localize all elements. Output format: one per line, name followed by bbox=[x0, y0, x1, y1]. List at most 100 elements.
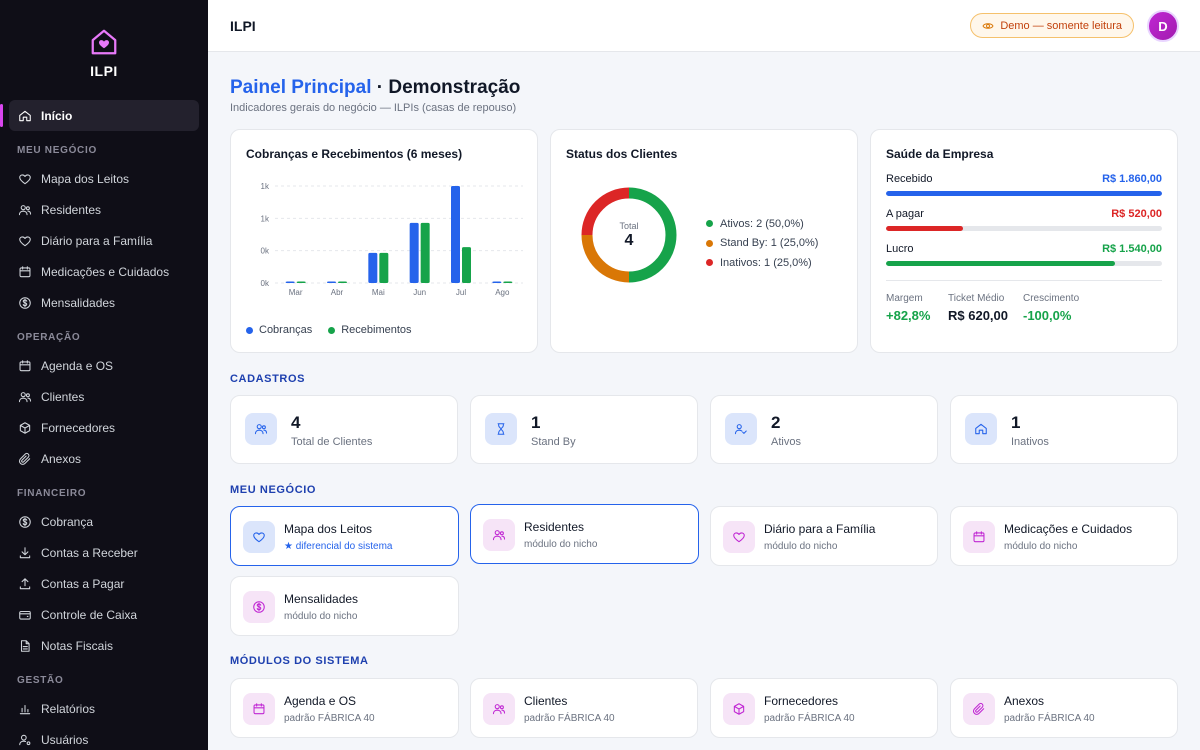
sidebar-item-medicacoes-e-cuidados[interactable]: Medicações e Cuidados bbox=[9, 256, 199, 287]
metric-value: R$ 620,00 bbox=[948, 308, 1008, 323]
module-card-mensalidades[interactable]: Mensalidades módulo do nicho bbox=[230, 576, 459, 636]
user-check-icon bbox=[725, 413, 757, 445]
sidebar-item-diario-para-a-familia[interactable]: Diário para a Família bbox=[9, 225, 199, 256]
donut-slice-2[interactable] bbox=[581, 187, 630, 236]
sidebar-item-contas-a-receber[interactable]: Contas a Receber bbox=[9, 537, 199, 568]
brand[interactable]: ILPI bbox=[0, 0, 208, 98]
module-title: Diário para a Família bbox=[764, 522, 876, 536]
chart-card: Cobranças e Recebimentos (6 meses) 0k 0k 1… bbox=[230, 129, 538, 353]
section-title-cadastros: CADASTROS bbox=[230, 373, 306, 385]
metric-value: -100,0% bbox=[1023, 308, 1072, 323]
sidebar-item-anexos[interactable]: Anexos bbox=[9, 443, 199, 474]
bar-cobrancas-mai[interactable] bbox=[368, 252, 378, 283]
topbar: ILPI Demo — somente leitura D bbox=[208, 0, 1200, 52]
sidebar-item-usuarios[interactable]: Usuários bbox=[9, 724, 199, 750]
health-bar-track bbox=[886, 261, 1162, 266]
module-subtitle: padrão FÁBRICA 40 bbox=[764, 713, 855, 724]
stat-card-inativos[interactable]: 1 Inativos bbox=[950, 395, 1178, 464]
calendar-icon bbox=[243, 693, 275, 725]
health-row-value: R$ 1.540,00 bbox=[1102, 243, 1162, 255]
sidebar-item-agenda-e-os[interactable]: Agenda e OS bbox=[9, 350, 199, 381]
module-card-anexos[interactable]: Anexos padrão FÁBRICA 40 bbox=[950, 678, 1178, 738]
sidebar-item-label: Residentes bbox=[41, 202, 102, 217]
module-card-diario-para-a-familia[interactable]: Diário para a Família módulo do nicho bbox=[710, 506, 938, 566]
module-card-agenda-e-os[interactable]: Agenda e OS padrão FÁBRICA 40 bbox=[230, 678, 459, 738]
legend-item-cobrancas: Cobranças bbox=[246, 324, 312, 336]
sidebar-item-label: Diário para a Família bbox=[41, 233, 153, 248]
sidebar-section-financeiro: FINANCEIRO bbox=[17, 488, 87, 499]
box-icon bbox=[18, 421, 32, 435]
sidebar: ILPI Início MEU NEGÓCIO Mapa dos Leitos Re… bbox=[0, 0, 208, 750]
module-title: Residentes bbox=[524, 520, 585, 534]
metric-crescimento: Crescimento -100,0% bbox=[1023, 293, 1079, 323]
topbar-title: ILPI bbox=[230, 17, 256, 34]
download-icon bbox=[18, 546, 32, 560]
donut-legend-ativos: Ativos: 2 (50,0%) bbox=[706, 214, 818, 234]
module-subtitle: módulo do nicho bbox=[764, 541, 838, 552]
health-bar-fill bbox=[886, 261, 1116, 266]
x-tick-label: Ago bbox=[495, 288, 510, 297]
stat-card-ativos[interactable]: 2 Ativos bbox=[710, 395, 938, 464]
sidebar-item-clientes[interactable]: Clientes bbox=[9, 381, 199, 412]
divider bbox=[886, 280, 1162, 281]
module-card-residentes[interactable]: Residentes módulo do nicho bbox=[470, 504, 699, 564]
sidebar-item-notas-fiscais[interactable]: Notas Fiscais bbox=[9, 630, 199, 661]
module-card-mapa-dos-leitos[interactable]: Mapa dos Leitos ★ diferencial do sistema bbox=[230, 506, 459, 566]
home-icon bbox=[18, 109, 32, 123]
legend-label: Stand By: 1 (25,0%) bbox=[720, 237, 819, 250]
bar-recebimentos-mai[interactable] bbox=[379, 252, 389, 283]
bar-cobrancas-mar[interactable] bbox=[285, 281, 295, 284]
health-row-label: Lucro bbox=[886, 243, 914, 255]
paperclip-icon bbox=[18, 452, 32, 466]
sidebar-section-operacao: OPERAÇÃO bbox=[17, 332, 81, 343]
module-title: Clientes bbox=[524, 694, 568, 708]
sidebar-item-contas-a-pagar[interactable]: Contas a Pagar bbox=[9, 568, 199, 599]
bar-cobrancas-ago[interactable] bbox=[492, 281, 502, 284]
metric-label: Margem bbox=[886, 293, 923, 304]
sidebar-item-label: Mensalidades bbox=[41, 295, 116, 310]
sidebar-item-relatorios[interactable]: Relatórios bbox=[9, 693, 199, 724]
calendar-icon bbox=[18, 359, 32, 373]
module-title: Anexos bbox=[1004, 694, 1045, 708]
x-tick-label: Jun bbox=[413, 288, 426, 297]
module-title: Medicações e Cuidados bbox=[1004, 522, 1133, 536]
module-card-clientes[interactable]: Clientes padrão FÁBRICA 40 bbox=[470, 678, 698, 738]
module-card-medicacoes-e-cuidados[interactable]: Medicações e Cuidados módulo do nicho bbox=[950, 506, 1178, 566]
legend-item-recebimentos: Recebimentos bbox=[328, 324, 412, 336]
sidebar-item-label: Controle de Caixa bbox=[41, 607, 138, 622]
bar-cobrancas-jun[interactable] bbox=[409, 222, 419, 283]
health-card-title: Saúde da Empresa bbox=[886, 147, 994, 161]
sidebar-item-residentes[interactable]: Residentes bbox=[9, 194, 199, 225]
donut-slice-0[interactable] bbox=[628, 187, 677, 283]
sidebar-item-mapa-dos-leitos[interactable]: Mapa dos Leitos bbox=[9, 163, 199, 194]
heart-icon bbox=[18, 172, 32, 186]
stat-card-stand-by[interactable]: 1 Stand By bbox=[470, 395, 698, 464]
health-row-value: R$ 520,00 bbox=[1111, 208, 1162, 220]
module-card-fornecedores[interactable]: Fornecedores padrão FÁBRICA 40 bbox=[710, 678, 938, 738]
bar-recebimentos-jun[interactable] bbox=[420, 222, 430, 283]
health-card: Saúde da Empresa Recebido R$ 1.860,00 A pa… bbox=[870, 129, 1178, 353]
sidebar-item-controle-de-caixa[interactable]: Controle de Caixa bbox=[9, 599, 199, 630]
bar-cobrancas-abr[interactable] bbox=[327, 281, 336, 284]
sidebar-item-inicio[interactable]: Início bbox=[0, 100, 199, 131]
donut-slice-1[interactable] bbox=[581, 234, 630, 283]
bar-recebimentos-jul[interactable] bbox=[462, 247, 471, 283]
bar-cobrancas-jul[interactable] bbox=[451, 186, 460, 283]
sidebar-item-cobranca[interactable]: Cobrança bbox=[9, 506, 199, 537]
page-title: Painel Principal · Demonstração bbox=[230, 77, 520, 99]
chart-legend: Cobranças Recebimentos bbox=[246, 324, 412, 336]
metric-label: Ticket Médio bbox=[948, 293, 1005, 304]
sidebar-item-fornecedores[interactable]: Fornecedores bbox=[9, 412, 199, 443]
wallet-icon bbox=[18, 608, 32, 622]
donut-legend-inativos: Inativos: 1 (25,0%) bbox=[706, 253, 818, 273]
metric-value: +82,8% bbox=[886, 308, 931, 323]
avatar[interactable]: D bbox=[1147, 10, 1179, 42]
users-icon bbox=[18, 203, 32, 217]
bar-recebimentos-abr[interactable] bbox=[338, 281, 347, 284]
sidebar-item-mensalidades[interactable]: Mensalidades bbox=[9, 287, 199, 318]
page-title-rest: · Demonstração bbox=[371, 77, 521, 98]
bar-recebimentos-ago[interactable] bbox=[503, 281, 513, 284]
stat-card-total-de-clientes[interactable]: 4 Total de Clientes bbox=[230, 395, 458, 464]
stat-value: 1 bbox=[531, 413, 541, 432]
bar-recebimentos-mar[interactable] bbox=[296, 281, 306, 284]
